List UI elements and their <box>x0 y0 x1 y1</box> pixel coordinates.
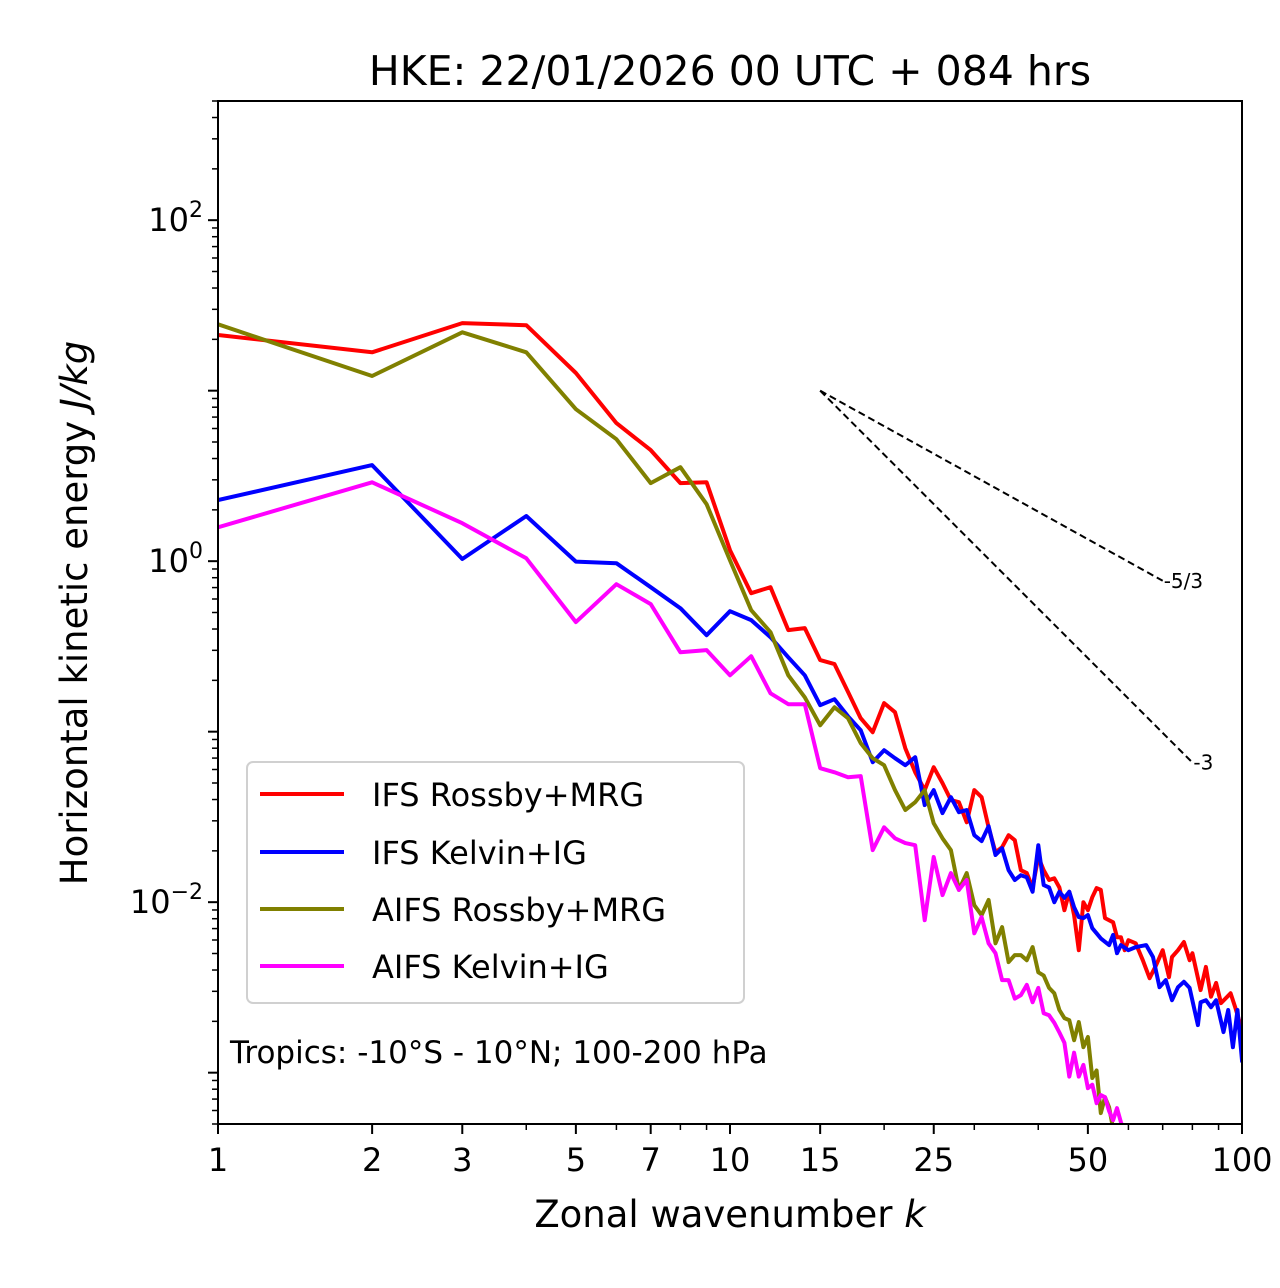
series-layer <box>218 321 1242 1124</box>
x-tick-label: 15 <box>800 1141 841 1179</box>
x-axis-label: Zonal wavenumber k <box>534 1193 927 1236</box>
x-tick-label: 1 <box>208 1141 228 1179</box>
x-tick-label: 2 <box>362 1141 382 1179</box>
y-tick-label: 100 <box>148 539 203 580</box>
chart-title: HKE: 22/01/2026 00 UTC + 084 hrs <box>369 47 1091 95</box>
y-tick-label: 102 <box>148 198 203 239</box>
legend-label-aifs-rossby-mrg: AIFS Rossby+MRG <box>372 891 666 929</box>
y-axis: 102 100 10−2 <box>130 100 218 1125</box>
x-tick-label: 5 <box>566 1141 586 1179</box>
legend-label-aifs-kelvin-ig: AIFS Kelvin+IG <box>372 948 609 986</box>
x-axis: 1 2 3 5 7 10 15 25 50 100 <box>208 1124 1273 1179</box>
series-line-aifs-rossby-mrg <box>218 322 1115 1124</box>
x-tick-label: 25 <box>913 1141 954 1179</box>
reference-slope-label: -3 <box>1193 751 1213 775</box>
y-axis-label: Horizontal kinetic energy J/kg <box>53 341 96 885</box>
reference-slope-label: -5/3 <box>1164 569 1203 593</box>
x-tick-label: 50 <box>1068 1141 1109 1179</box>
x-tick-label: 3 <box>452 1141 472 1179</box>
x-tick-label: 10 <box>710 1141 751 1179</box>
legend-frame <box>246 761 745 1004</box>
series-line-aifs-kelvin-ig <box>218 480 1124 1124</box>
series-line-ifs-kelvin-ig <box>218 463 1242 1063</box>
legend-label-ifs-rossby-mrg: IFS Rossby+MRG <box>372 776 644 814</box>
x-tick-label: 7 <box>641 1141 661 1179</box>
legend-label-ifs-kelvin-ig: IFS Kelvin+IG <box>372 834 587 872</box>
x-tick-label: 100 <box>1211 1141 1272 1179</box>
region-annotation: Tropics: -10°S - 10°N; 100-200 hPa <box>229 1035 768 1071</box>
y-tick-label: 10−2 <box>130 880 203 921</box>
reference-slopes: -5/3 -3 <box>819 389 1213 775</box>
legend: IFS Rossby+MRG IFS Kelvin+IG AIFS Rossby… <box>246 761 745 1004</box>
